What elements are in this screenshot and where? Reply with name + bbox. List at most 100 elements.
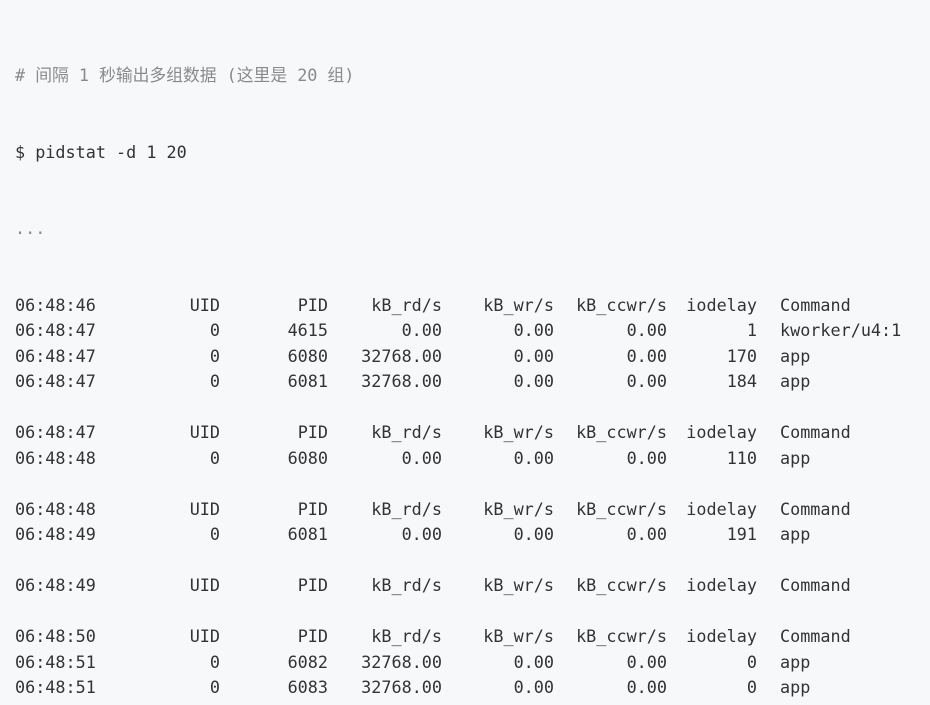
cell-uid: 0 <box>209 371 220 391</box>
cell-time: 06:48:47 <box>15 345 96 366</box>
cell-kb-ccwr: 0.00 <box>626 371 667 391</box>
table-row: 06:48:51 0 6082 32768.00 0.00 0.00 0 app <box>15 650 930 676</box>
header-command: Command <box>780 294 851 315</box>
cell-command: app <box>780 371 811 391</box>
cell-command: app <box>780 677 811 697</box>
cell-iodelay: 170 <box>726 345 757 366</box>
header-time: 06:48:47 <box>15 422 96 442</box>
cell-kb-ccwr: 0.00 <box>626 524 667 544</box>
cell-kb-wr: 0.00 <box>513 345 554 366</box>
cell-pid: 6080 <box>287 345 328 366</box>
cell-kb-rd: 0.00 <box>401 524 442 544</box>
cell-kb-ccwr: 0.00 <box>626 651 667 672</box>
cell-kb-ccwr: 0.00 <box>626 345 667 366</box>
header-kb-rd: kB_rd/s <box>371 626 442 646</box>
table-row: 06:48:47 0 6081 32768.00 0.00 0.00 184 app <box>15 369 930 395</box>
blank-line <box>15 395 930 421</box>
cell-kb-wr: 0.00 <box>513 524 554 544</box>
cell-time: 06:48:47 <box>15 320 96 340</box>
header-iodelay: iodelay <box>686 498 757 519</box>
table-header-row: 06:48:48 UID PID kB_rd/s kB_wr/s kB_ccwr/s iod… <box>15 497 930 523</box>
header-kb-ccwr: kB_ccwr/s <box>576 422 667 442</box>
cell-pid: 6083 <box>287 677 328 697</box>
header-pid: PID <box>297 294 328 315</box>
header-kb-wr: kB_wr/s <box>483 575 554 595</box>
cell-kb-rd: 32768.00 <box>361 677 442 697</box>
header-uid: UID <box>189 294 220 315</box>
cell-uid: 0 <box>209 524 220 544</box>
cell-pid: 4615 <box>287 320 328 340</box>
header-kb-wr: kB_wr/s <box>483 294 554 315</box>
header-time: 06:48:48 <box>15 498 96 519</box>
header-kb-rd: kB_rd/s <box>371 575 442 595</box>
header-kb-rd: kB_rd/s <box>371 294 442 315</box>
header-iodelay: iodelay <box>686 626 757 646</box>
report-group: 06:48:49 UID PID kB_rd/s kB_wr/s kB_ccwr/s iod… <box>15 573 930 599</box>
cell-kb-rd: 32768.00 <box>361 651 442 672</box>
table-row: 06:48:48 0 6080 0.00 0.00 0.00 110 app <box>15 446 930 472</box>
comment-line: # 间隔 1 秒输出多组数据 (这里是 20 组) <box>15 65 355 85</box>
cell-pid: 6081 <box>287 371 328 391</box>
blank-line <box>15 599 930 625</box>
cell-uid: 0 <box>209 320 220 340</box>
cell-uid: 0 <box>209 651 220 672</box>
header-time: 06:48:50 <box>15 626 96 646</box>
cell-command: app <box>780 651 811 672</box>
header-command: Command <box>780 422 851 442</box>
header-uid: UID <box>189 626 220 646</box>
header-command: Command <box>780 498 851 519</box>
cell-kb-wr: 0.00 <box>513 651 554 672</box>
blank-line <box>15 701 930 705</box>
table-row: 06:48:47 0 4615 0.00 0.00 0.00 1 kworker/u4:1 <box>15 318 930 344</box>
cell-time: 06:48:49 <box>15 524 96 544</box>
header-kb-wr: kB_wr/s <box>483 422 554 442</box>
cell-pid: 6082 <box>287 651 328 672</box>
report-group: 06:48:46 UID PID kB_rd/s kB_wr/s kB_ccwr/s iod… <box>15 293 930 395</box>
cell-iodelay: 191 <box>726 524 757 544</box>
header-pid: PID <box>297 498 328 519</box>
cell-iodelay: 0 <box>746 651 757 672</box>
header-kb-ccwr: kB_ccwr/s <box>576 294 667 315</box>
table-row: 06:48:49 0 6081 0.00 0.00 0.00 191 app <box>15 522 930 548</box>
cell-kb-ccwr: 0.00 <box>626 320 667 340</box>
header-uid: UID <box>189 422 220 442</box>
cell-uid: 0 <box>209 447 220 468</box>
header-command: Command <box>780 626 851 646</box>
cell-iodelay: 0 <box>746 677 757 697</box>
cell-iodelay: 184 <box>726 371 757 391</box>
leading-ellipsis: ... <box>15 218 46 238</box>
blank-line <box>15 471 930 497</box>
cell-iodelay: 110 <box>726 447 757 468</box>
cell-kb-rd: 0.00 <box>401 447 442 468</box>
table-row: 06:48:51 0 6083 32768.00 0.00 0.00 0 app <box>15 675 930 701</box>
cell-time: 06:48:47 <box>15 371 96 391</box>
cell-kb-ccwr: 0.00 <box>626 447 667 468</box>
header-time: 06:48:46 <box>15 294 96 315</box>
header-pid: PID <box>297 422 328 442</box>
report-group: 06:48:50 UID PID kB_rd/s kB_wr/s kB_ccwr/s iod… <box>15 624 930 701</box>
cell-time: 06:48:51 <box>15 677 96 697</box>
report-group: 06:48:48 UID PID kB_rd/s kB_wr/s kB_ccwr/s iod… <box>15 497 930 548</box>
cell-kb-wr: 0.00 <box>513 320 554 340</box>
cell-kb-wr: 0.00 <box>513 371 554 391</box>
cell-pid: 6081 <box>287 524 328 544</box>
cell-kb-ccwr: 0.00 <box>626 677 667 697</box>
header-command: Command <box>780 575 851 595</box>
command-line: $ pidstat -d 1 20 <box>15 141 187 162</box>
cell-time: 06:48:48 <box>15 447 96 468</box>
header-pid: PID <box>297 575 328 595</box>
header-kb-ccwr: kB_ccwr/s <box>576 575 667 595</box>
table-header-row: 06:48:46 UID PID kB_rd/s kB_wr/s kB_ccwr/s iod… <box>15 293 930 319</box>
header-kb-ccwr: kB_ccwr/s <box>576 498 667 519</box>
cell-command: app <box>780 345 811 366</box>
cell-kb-rd: 32768.00 <box>361 345 442 366</box>
cell-uid: 0 <box>209 677 220 697</box>
header-kb-rd: kB_rd/s <box>371 498 442 519</box>
cell-pid: 6080 <box>287 447 328 468</box>
header-kb-rd: kB_rd/s <box>371 422 442 442</box>
header-uid: UID <box>189 575 220 595</box>
header-iodelay: iodelay <box>686 575 757 595</box>
cell-kb-rd: 0.00 <box>401 320 442 340</box>
cell-kb-rd: 32768.00 <box>361 371 442 391</box>
